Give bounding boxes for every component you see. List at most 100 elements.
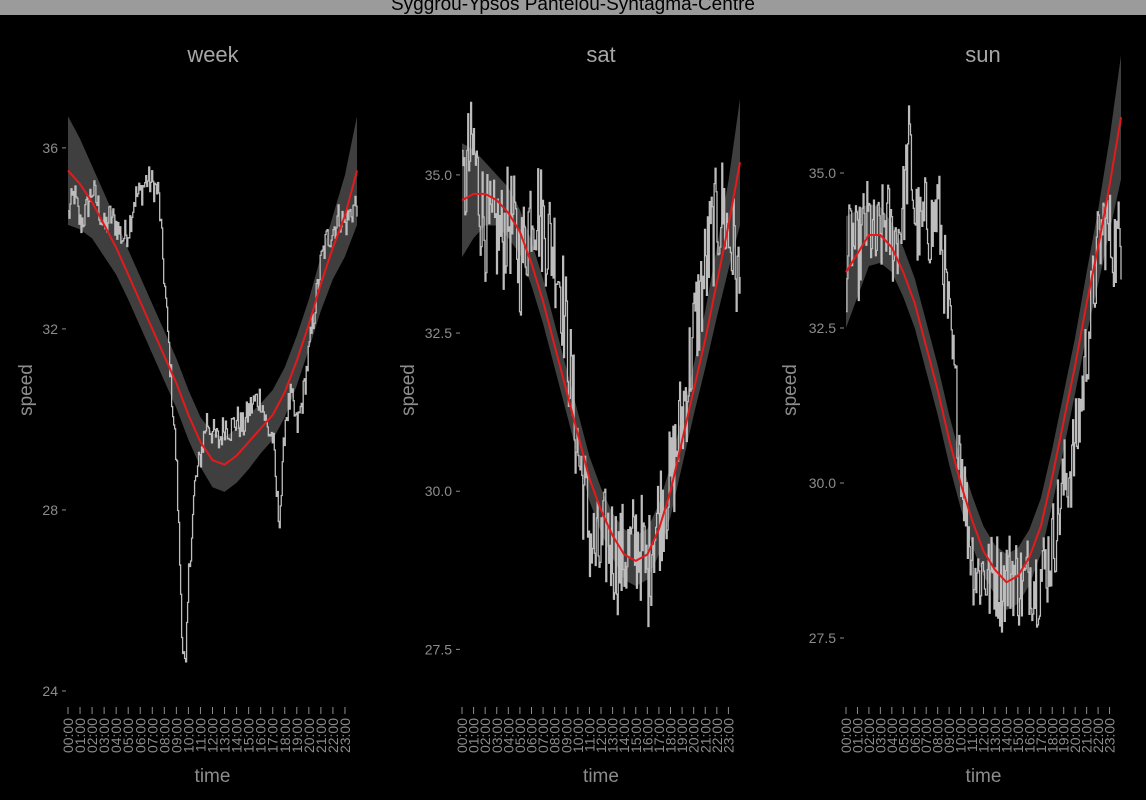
x-tick-label: 16:00	[639, 718, 655, 753]
x-tick-label: 01:00	[849, 718, 865, 753]
x-tick-label: 03:00	[489, 718, 505, 753]
x-axis-label: time	[966, 766, 1002, 787]
x-tick-label: 02:00	[477, 718, 493, 753]
x-tick-label: 10:00	[953, 718, 969, 753]
x-axis-label: time	[195, 766, 231, 787]
x-tick-label: 14:00	[616, 718, 632, 753]
y-tick-label: 32.5	[425, 325, 452, 341]
y-tick-label: 27.5	[425, 641, 452, 657]
x-tick-label: 02:00	[861, 718, 877, 753]
x-tick-label: 22:00	[1090, 718, 1106, 753]
raw-speed-line-sun	[846, 105, 1122, 633]
x-tick-label: 01:00	[466, 718, 482, 753]
x-tick-label: 23:00	[337, 718, 353, 753]
x-tick-label: 15:00	[241, 718, 257, 753]
x-tick-label: 06:00	[524, 718, 540, 753]
y-tick-label: 32	[42, 321, 58, 337]
x-tick-label: 06:00	[132, 718, 148, 753]
x-tick-label: 10:00	[570, 718, 586, 753]
x-tick-label: 12:00	[976, 718, 992, 753]
x-tick-label: 07:00	[535, 718, 551, 753]
y-tick-label: 28	[42, 502, 58, 518]
y-axis-label: speed	[780, 364, 801, 416]
x-tick-label: 13:00	[987, 718, 1003, 753]
y-axis-label: speed	[16, 364, 37, 416]
x-tick-label: 19:00	[289, 718, 305, 753]
x-tick-label: 23:00	[720, 718, 736, 753]
x-axis-label: time	[583, 766, 619, 787]
x-tick-label: 13:00	[217, 718, 233, 753]
x-tick-label: 04:00	[884, 718, 900, 753]
x-tick-label: 00:00	[60, 718, 76, 753]
x-tick-label: 22:00	[709, 718, 725, 753]
x-tick-label: 07:00	[918, 718, 934, 753]
confidence-ribbon-week	[68, 116, 357, 492]
x-tick-label: 04:00	[500, 718, 516, 753]
y-tick-label: 32.5	[809, 320, 836, 336]
raw-speed-line-week	[68, 166, 358, 663]
x-tick-label: 04:00	[108, 718, 124, 753]
title-bar: Syggrou-Ypsos Panteiou-Syntagma-Centre	[0, 0, 1146, 15]
x-tick-label: 20:00	[301, 718, 317, 753]
x-tick-label: 18:00	[663, 718, 679, 753]
x-tick-label: 19:00	[1056, 718, 1072, 753]
panel-title-sat: sat	[586, 42, 615, 67]
x-tick-label: 08:00	[930, 718, 946, 753]
x-tick-label: 05:00	[120, 718, 136, 753]
x-tick-label: 18:00	[277, 718, 293, 753]
x-tick-label: 15:00	[1010, 718, 1026, 753]
x-tick-label: 00:00	[838, 718, 854, 753]
x-tick-label: 05:00	[895, 718, 911, 753]
y-axis-label: speed	[398, 364, 419, 416]
y-tick-label: 35.0	[425, 167, 452, 183]
x-tick-label: 23:00	[1102, 718, 1118, 753]
x-tick-label: 03:00	[96, 718, 112, 753]
y-tick-label: 24	[42, 683, 58, 699]
x-tick-label: 13:00	[605, 718, 621, 753]
x-tick-label: 07:00	[144, 718, 160, 753]
x-tick-label: 17:00	[265, 718, 281, 753]
x-tick-label: 06:00	[907, 718, 923, 753]
y-tick-label: 27.5	[809, 630, 836, 646]
x-tick-label: 11:00	[192, 718, 208, 752]
y-tick-label: 30.0	[425, 483, 452, 499]
smooth-speed-line-sun	[845, 117, 1122, 584]
confidence-ribbon-sun	[846, 55, 1121, 611]
confidence-ribbon-sat	[462, 98, 740, 587]
smooth-speed-line-sat	[461, 162, 741, 562]
x-tick-label: 09:00	[168, 718, 184, 753]
x-tick-label: 22:00	[325, 718, 341, 753]
y-tick-label: 30.0	[809, 475, 836, 491]
panel-title-week: week	[186, 42, 239, 67]
x-tick-label: 03:00	[872, 718, 888, 753]
x-tick-label: 17:00	[1033, 718, 1049, 753]
x-tick-label: 01:00	[72, 718, 88, 753]
x-tick-label: 21:00	[697, 718, 713, 753]
x-tick-label: 10:00	[180, 718, 196, 753]
raw-speed-line-sat	[462, 101, 741, 628]
x-tick-label: 12:00	[593, 718, 609, 753]
x-tick-label: 11:00	[964, 718, 980, 752]
x-tick-label: 08:00	[547, 718, 563, 753]
x-tick-label: 21:00	[1079, 718, 1095, 753]
x-tick-label: 16:00	[253, 718, 269, 753]
x-tick-label: 12:00	[205, 718, 221, 753]
x-tick-label: 05:00	[512, 718, 528, 753]
page-title: Syggrou-Ypsos Panteiou-Syntagma-Centre	[390, 0, 755, 15]
x-tick-label: 02:00	[84, 718, 100, 753]
x-tick-label: 20:00	[1067, 718, 1083, 753]
smooth-speed-line-week	[67, 169, 358, 466]
x-tick-label: 11:00	[581, 718, 597, 752]
x-tick-label: 18:00	[1044, 718, 1060, 753]
x-tick-label: 15:00	[628, 718, 644, 753]
x-tick-label: 21:00	[313, 718, 329, 753]
x-tick-label: 14:00	[229, 718, 245, 753]
x-tick-label: 19:00	[674, 718, 690, 753]
x-tick-label: 20:00	[686, 718, 702, 753]
y-tick-label: 35.0	[809, 165, 836, 181]
x-tick-label: 00:00	[454, 718, 470, 753]
x-tick-label: 09:00	[558, 718, 574, 753]
x-tick-label: 09:00	[941, 718, 957, 753]
x-tick-label: 08:00	[156, 718, 172, 753]
